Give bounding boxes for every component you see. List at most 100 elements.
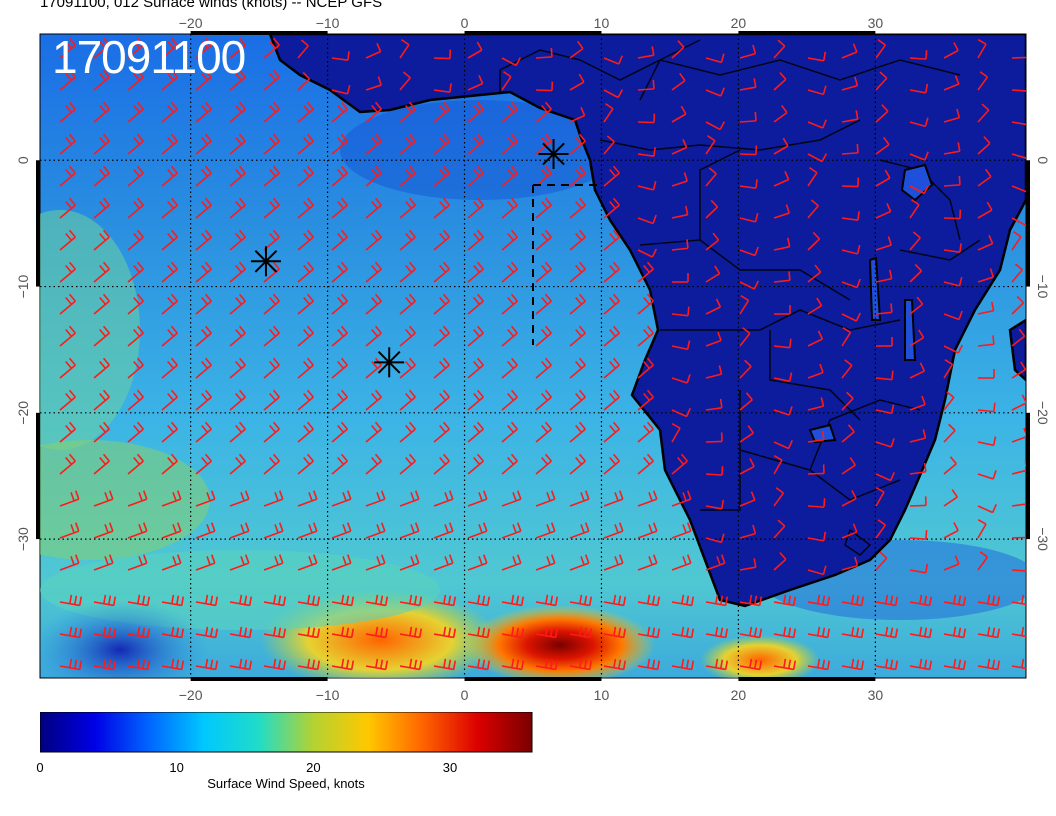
wind-barb	[433, 658, 457, 671]
wind-barb	[841, 626, 865, 639]
wind-barb	[161, 69, 178, 91]
wind-barb	[875, 658, 899, 671]
wind-barb	[229, 197, 246, 219]
lat-label-right-3: −30	[1035, 527, 1051, 551]
axis-bar-top-4	[738, 31, 876, 35]
wind-barb	[535, 490, 556, 507]
wind-barb	[127, 389, 144, 411]
wind-barb	[807, 498, 826, 508]
wind-barb	[637, 293, 654, 315]
wind-barb	[569, 626, 593, 639]
wind-barb	[535, 626, 559, 639]
wind-barb	[161, 37, 178, 59]
wind-barb	[569, 594, 593, 607]
wind-barb	[841, 594, 865, 607]
wind-barb	[705, 53, 725, 64]
wind-barb	[977, 38, 987, 59]
wind-barb	[399, 522, 420, 539]
wind-barb	[569, 490, 590, 507]
wind-barb	[603, 135, 615, 155]
wind-barbs	[59, 37, 1026, 671]
wind-barb	[433, 325, 450, 347]
wind-barb	[195, 594, 219, 607]
wind-barb	[977, 201, 993, 219]
wind-barb	[93, 453, 110, 475]
wind-barb	[501, 626, 525, 639]
wind-barb	[467, 101, 484, 123]
wind-barb	[263, 133, 280, 155]
lon-label-bottom-1: −10	[316, 687, 340, 703]
wind-barb	[535, 522, 556, 539]
wind-barb	[93, 261, 110, 283]
wind-barb	[399, 101, 416, 123]
wind-barb	[637, 421, 654, 443]
wind-barb	[195, 165, 212, 187]
wind-barb	[671, 105, 687, 123]
wind-barb	[59, 554, 80, 571]
wind-barb	[569, 325, 586, 347]
wind-barb	[637, 389, 654, 411]
wind-barb	[297, 197, 314, 219]
wind-barb	[501, 453, 518, 475]
landmass	[268, 34, 1026, 608]
wind-barb	[501, 357, 518, 379]
wind-barb	[943, 108, 961, 123]
wind-barb	[195, 133, 212, 155]
wind-barb	[603, 55, 623, 65]
colorbar-tick-3: 30	[442, 760, 458, 775]
wind-barb	[773, 594, 797, 607]
wind-barb	[365, 626, 389, 639]
wind-barb	[127, 197, 144, 219]
wind-barb	[433, 490, 454, 507]
wind-barb	[467, 261, 484, 283]
wind-barb	[977, 470, 997, 480]
lat-label-left-0: 0	[15, 156, 31, 164]
wind-barb	[331, 490, 352, 507]
storm-marker-2	[374, 347, 405, 378]
wind-barb	[263, 293, 280, 315]
wind-barb	[977, 335, 995, 347]
lon-label-top-5: 30	[868, 15, 884, 31]
wind-barb	[909, 263, 923, 283]
wind-barb	[1011, 217, 1026, 227]
wind-barb	[875, 303, 893, 315]
wind-barb	[1011, 295, 1025, 315]
wind-barb	[603, 261, 620, 283]
wind-barb	[909, 563, 929, 574]
wind-barb	[875, 626, 899, 639]
wind-barb	[365, 261, 382, 283]
wind-barb	[195, 229, 212, 251]
wind-barb	[365, 594, 389, 607]
wind-barb	[365, 421, 382, 443]
wind-barb	[807, 658, 831, 671]
wind-barb	[875, 551, 888, 571]
storm-marker-0	[538, 138, 569, 169]
wind-barb	[807, 430, 825, 443]
wind-barb	[671, 594, 695, 607]
wind-barb	[773, 372, 793, 383]
wind-barb	[909, 429, 927, 443]
lat-label-right-2: −20	[1035, 401, 1051, 425]
wind-barb	[773, 137, 789, 155]
wind-barb	[773, 104, 788, 123]
wind-barb	[1011, 427, 1026, 443]
wind-barb	[535, 261, 552, 283]
wind-barb	[807, 199, 819, 219]
wind-barb	[603, 165, 620, 187]
wind-barb	[705, 331, 722, 347]
wind-barb	[433, 594, 457, 607]
wind-barb	[739, 392, 753, 411]
wind-barb	[467, 554, 488, 571]
wind-barb	[909, 626, 933, 639]
wind-barb	[773, 237, 791, 251]
wind-barb	[535, 357, 552, 379]
lon-label-bottom-3: 10	[594, 687, 610, 703]
wind-barb	[59, 325, 76, 347]
wind-barb	[501, 133, 518, 155]
wind-barb	[127, 325, 144, 347]
wind-barb	[1011, 56, 1026, 59]
wind-barb	[1011, 658, 1026, 670]
wind-barb	[229, 626, 253, 639]
wind-barb	[93, 293, 110, 315]
wind-barb	[433, 229, 450, 251]
